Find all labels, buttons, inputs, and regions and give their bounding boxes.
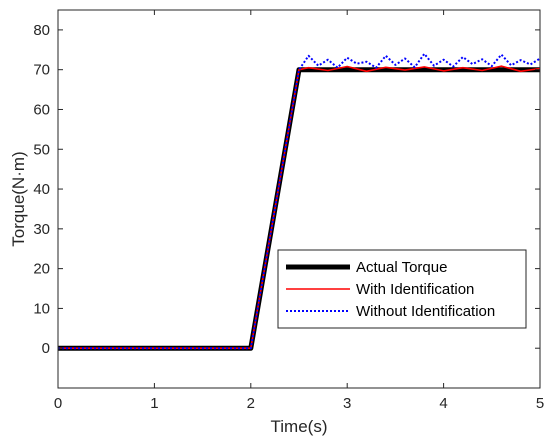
legend-label: Actual Torque [356, 259, 447, 276]
series-line-with-identification [58, 65, 540, 350]
y-tick-label: 80 [33, 22, 50, 39]
legend-label: Without Identification [356, 303, 495, 320]
legend-label: With Identification [356, 281, 474, 298]
x-tick-label: 4 [439, 395, 447, 412]
x-tick-label: 3 [343, 395, 351, 412]
y-tick-label: 70 [33, 62, 50, 79]
x-tick-label: 2 [247, 395, 255, 412]
y-axis-label: Torque(N·m) [9, 151, 28, 246]
y-tick-label: 30 [33, 221, 50, 238]
x-tick-label: 0 [54, 395, 62, 412]
x-tick-label: 5 [536, 395, 544, 412]
plot-area [58, 10, 540, 388]
legend: Actual Torque With Identification Without … [277, 249, 527, 329]
series-layer [58, 52, 540, 351]
y-tick-label: 60 [33, 101, 50, 118]
y-tick-label: 10 [33, 300, 50, 317]
plot-frame [57, 9, 541, 389]
x-axis-label: Time(s) [271, 417, 328, 436]
y-tick-label: 20 [33, 261, 50, 278]
series-line-without-identification [58, 52, 540, 350]
y-tick-label: 40 [33, 181, 50, 198]
x-tick-label: 1 [150, 395, 158, 412]
y-tick-label: 0 [42, 340, 50, 357]
y-tick-label: 50 [33, 141, 50, 158]
